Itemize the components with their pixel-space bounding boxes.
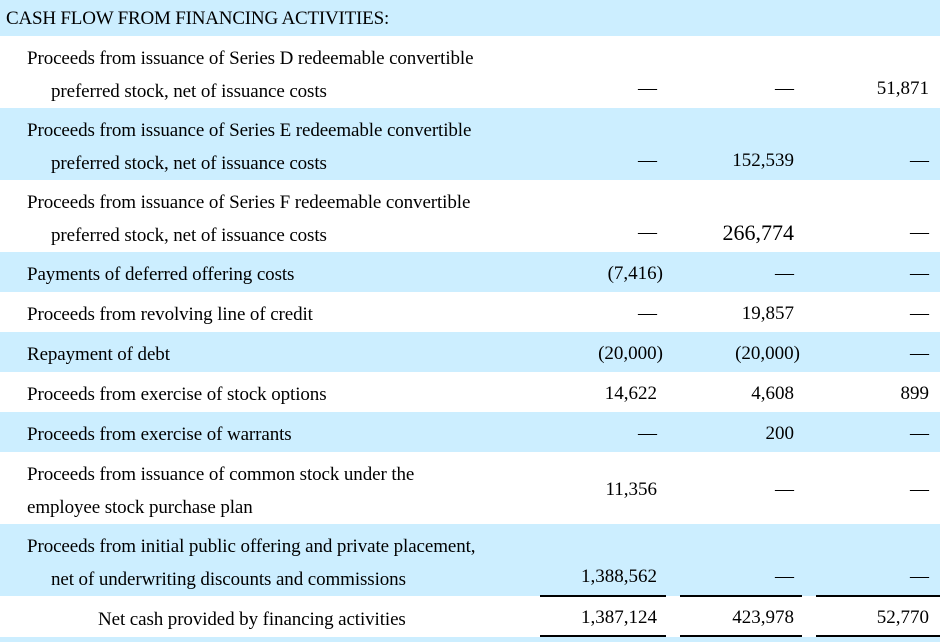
value-col2: 19,857 <box>741 303 794 324</box>
section-title: CASH FLOW FROM FINANCING ACTIVITIES: <box>6 8 390 29</box>
total-label: Net cash provided by financing activitie… <box>98 609 406 630</box>
value-col2: (20,000) <box>735 343 800 364</box>
value-col3: — <box>910 423 929 444</box>
value-col1: — <box>638 303 657 324</box>
total-rule-col1 <box>540 635 666 637</box>
value-col2: 152,539 <box>732 150 794 171</box>
table-row: Proceeds from exercise of stock options … <box>0 372 940 412</box>
value-col1: — <box>638 78 657 99</box>
value-col2: — <box>775 566 794 587</box>
value-col1: — <box>638 423 657 444</box>
row-label: Repayment of debt <box>27 344 170 365</box>
value-col3: — <box>910 263 929 284</box>
table-row: Proceeds from issuance of Series E redee… <box>0 108 940 180</box>
value-col1: 14,622 <box>604 383 657 404</box>
row-label: Proceeds from issuance of Series E redee… <box>27 120 471 175</box>
value-col1: — <box>638 150 657 171</box>
row-label: Proceeds from issuance of common stock u… <box>27 464 414 519</box>
row-label-line1: Proceeds from issuance of Series E redee… <box>27 120 472 141</box>
value-col1: (7,416) <box>607 263 663 284</box>
subtotal-rule-col1 <box>540 595 666 597</box>
value-col1: — <box>638 222 657 243</box>
row-label: Proceeds from initial public offering an… <box>27 536 476 591</box>
total-rule-col3 <box>816 635 940 637</box>
value-col2: — <box>775 479 794 500</box>
value-col2: — <box>775 78 794 99</box>
value-col2: — <box>775 263 794 284</box>
row-label-line1: Proceeds from issuance of Series D redee… <box>27 48 474 69</box>
row-label-line1: Proceeds from issuance of Series F redee… <box>27 192 471 213</box>
value-col3: 899 <box>900 383 930 404</box>
value-col2: 266,774 <box>722 220 795 245</box>
row-label: Proceeds from revolving line of credit <box>27 304 313 325</box>
row-label-line1: Proceeds from issuance of common stock u… <box>27 464 415 485</box>
value-col2: 200 <box>765 423 795 444</box>
value-col3: — <box>910 303 929 324</box>
row-label-line1: Proceeds from initial public offering an… <box>27 536 476 557</box>
row-label-line2: preferred stock, net of issuance costs <box>51 225 327 246</box>
table-row: Proceeds from revolving line of credit —… <box>0 292 940 332</box>
value-col3: — <box>910 222 929 243</box>
table-row: Proceeds from initial public offering an… <box>0 524 940 596</box>
value-col3: — <box>910 479 929 500</box>
total-col3: 52,770 <box>876 607 929 628</box>
value-col1: (20,000) <box>598 343 663 364</box>
row-label: Proceeds from exercise of warrants <box>27 424 292 445</box>
subtotal-rule-col2 <box>680 595 802 597</box>
row-label-line2: preferred stock, net of issuance costs <box>51 153 327 174</box>
table-row: Proceeds from issuance of Series F redee… <box>0 180 940 252</box>
row-label: Proceeds from exercise of stock options <box>27 384 327 405</box>
value-col1: 11,356 <box>605 479 657 500</box>
next-row-band <box>0 637 940 642</box>
total-col1: 1,387,124 <box>581 607 657 628</box>
row-label-line2: preferred stock, net of issuance costs <box>51 81 327 102</box>
value-col3: 51,871 <box>876 78 929 99</box>
table-row: Payments of deferred offering costs (7,4… <box>0 252 940 292</box>
table-row: Proceeds from exercise of warrants — 200… <box>0 412 940 452</box>
table-row: Proceeds from issuance of common stock u… <box>0 452 940 524</box>
total-row: Net cash provided by financing activitie… <box>0 596 940 637</box>
value-col3: — <box>910 343 929 364</box>
total-col2: 423,978 <box>732 607 794 628</box>
table-row: Repayment of debt (20,000) (20,000) — <box>0 332 940 372</box>
value-col1: 1,388,562 <box>581 566 657 587</box>
row-label: Payments of deferred offering costs <box>27 264 295 285</box>
value-col3: — <box>910 566 929 587</box>
row-label-line2: employee stock purchase plan <box>27 497 253 518</box>
row-label: Proceeds from issuance of Series F redee… <box>27 192 470 247</box>
value-col2: 4,608 <box>751 383 794 404</box>
row-label-line2: net of underwriting discounts and commis… <box>51 569 406 590</box>
total-rule-col2 <box>680 635 802 637</box>
value-col3: — <box>910 150 929 171</box>
subtotal-rule-col3 <box>816 595 940 597</box>
section-header-row: CASH FLOW FROM FINANCING ACTIVITIES: <box>0 0 940 36</box>
table-row: Proceeds from issuance of Series D redee… <box>0 36 940 108</box>
row-label: Proceeds from issuance of Series D redee… <box>27 48 474 103</box>
